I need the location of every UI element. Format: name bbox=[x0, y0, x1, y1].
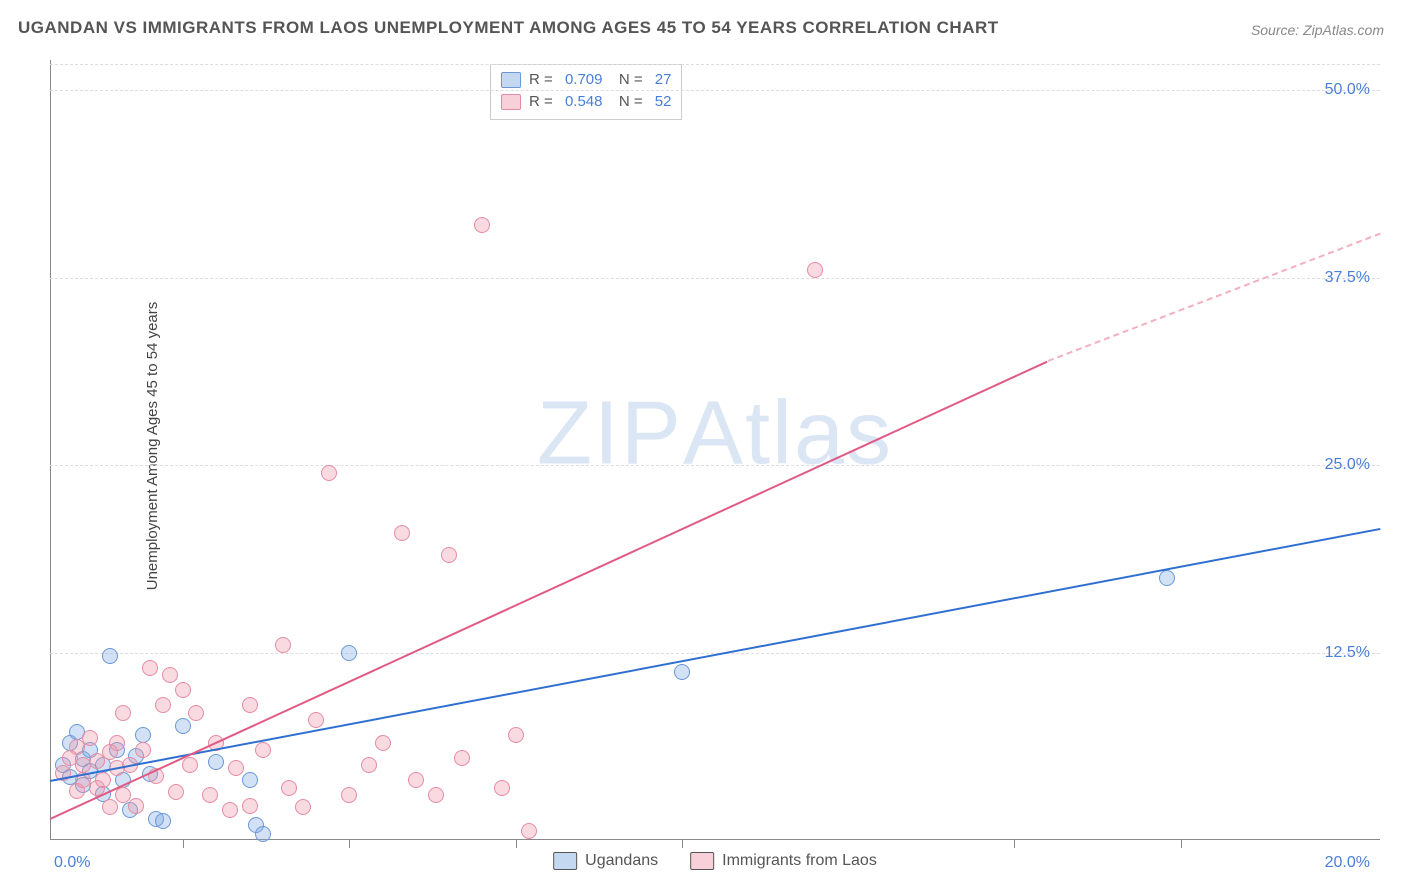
data-point bbox=[341, 787, 357, 803]
data-point bbox=[394, 525, 410, 541]
x-tick-mark bbox=[1014, 840, 1015, 848]
data-point bbox=[441, 547, 457, 563]
data-point bbox=[155, 813, 171, 829]
data-point bbox=[155, 697, 171, 713]
data-point bbox=[408, 772, 424, 788]
data-point bbox=[428, 787, 444, 803]
trend-line bbox=[1047, 233, 1380, 362]
data-point bbox=[135, 727, 151, 743]
source-label: Source: ZipAtlas.com bbox=[1251, 22, 1384, 38]
x-axis-max-label: 20.0% bbox=[1325, 854, 1370, 872]
data-point bbox=[521, 823, 537, 839]
x-tick-mark bbox=[516, 840, 517, 848]
data-point bbox=[508, 727, 524, 743]
data-point bbox=[222, 802, 238, 818]
data-point bbox=[188, 705, 204, 721]
legend-swatch-pink-icon bbox=[690, 852, 714, 870]
x-tick-mark bbox=[183, 840, 184, 848]
data-point bbox=[321, 465, 337, 481]
data-point bbox=[128, 798, 144, 814]
data-point bbox=[102, 799, 118, 815]
watermark: ZIPAtlas bbox=[537, 383, 893, 486]
data-point bbox=[115, 705, 131, 721]
legend-swatch-blue-icon bbox=[553, 852, 577, 870]
data-point bbox=[82, 730, 98, 746]
plot-area: ZIPAtlas R = 0.709 N = 27 R = 0.548 N = … bbox=[50, 60, 1380, 840]
data-point bbox=[142, 660, 158, 676]
data-point bbox=[109, 735, 125, 751]
correlation-legend: R = 0.709 N = 27 R = 0.548 N = 52 bbox=[490, 64, 682, 120]
data-point bbox=[474, 217, 490, 233]
data-point bbox=[361, 757, 377, 773]
data-point bbox=[202, 787, 218, 803]
data-point bbox=[281, 780, 297, 796]
data-point bbox=[168, 784, 184, 800]
series-legend: Ugandans Immigrants from Laos bbox=[553, 852, 877, 870]
data-point bbox=[1159, 570, 1175, 586]
data-point bbox=[102, 648, 118, 664]
gridline bbox=[50, 64, 1380, 65]
y-axis-line bbox=[50, 60, 51, 840]
data-point bbox=[275, 637, 291, 653]
trend-line bbox=[50, 528, 1380, 782]
data-point bbox=[242, 772, 258, 788]
gridline bbox=[50, 465, 1380, 466]
legend-row-ugandans: R = 0.709 N = 27 bbox=[501, 69, 671, 91]
y-tick-label: 12.5% bbox=[1325, 644, 1370, 662]
data-point bbox=[295, 799, 311, 815]
legend-item-laos: Immigrants from Laos bbox=[690, 852, 877, 870]
data-point bbox=[228, 760, 244, 776]
data-point bbox=[308, 712, 324, 728]
legend-item-ugandans: Ugandans bbox=[553, 852, 658, 870]
chart-title: UGANDAN VS IMMIGRANTS FROM LAOS UNEMPLOY… bbox=[18, 18, 999, 38]
data-point bbox=[175, 718, 191, 734]
data-point bbox=[182, 757, 198, 773]
data-point bbox=[255, 826, 271, 842]
data-point bbox=[242, 798, 258, 814]
x-tick-mark bbox=[1181, 840, 1182, 848]
data-point bbox=[255, 742, 271, 758]
y-tick-label: 50.0% bbox=[1325, 81, 1370, 99]
gridline bbox=[50, 90, 1380, 91]
swatch-pink-icon bbox=[501, 94, 521, 110]
data-point bbox=[674, 664, 690, 680]
y-tick-label: 25.0% bbox=[1325, 456, 1370, 474]
trend-line bbox=[50, 360, 1048, 819]
data-point bbox=[375, 735, 391, 751]
data-point bbox=[95, 772, 111, 788]
data-point bbox=[135, 742, 151, 758]
gridline bbox=[50, 278, 1380, 279]
data-point bbox=[162, 667, 178, 683]
data-point bbox=[454, 750, 470, 766]
x-tick-mark bbox=[349, 840, 350, 848]
x-tick-mark bbox=[682, 840, 683, 848]
legend-row-laos: R = 0.548 N = 52 bbox=[501, 91, 671, 113]
data-point bbox=[175, 682, 191, 698]
data-point bbox=[341, 645, 357, 661]
data-point bbox=[494, 780, 510, 796]
x-axis-min-label: 0.0% bbox=[54, 854, 90, 872]
swatch-blue-icon bbox=[501, 72, 521, 88]
data-point bbox=[807, 262, 823, 278]
data-point bbox=[242, 697, 258, 713]
data-point bbox=[208, 754, 224, 770]
y-tick-label: 37.5% bbox=[1325, 269, 1370, 287]
